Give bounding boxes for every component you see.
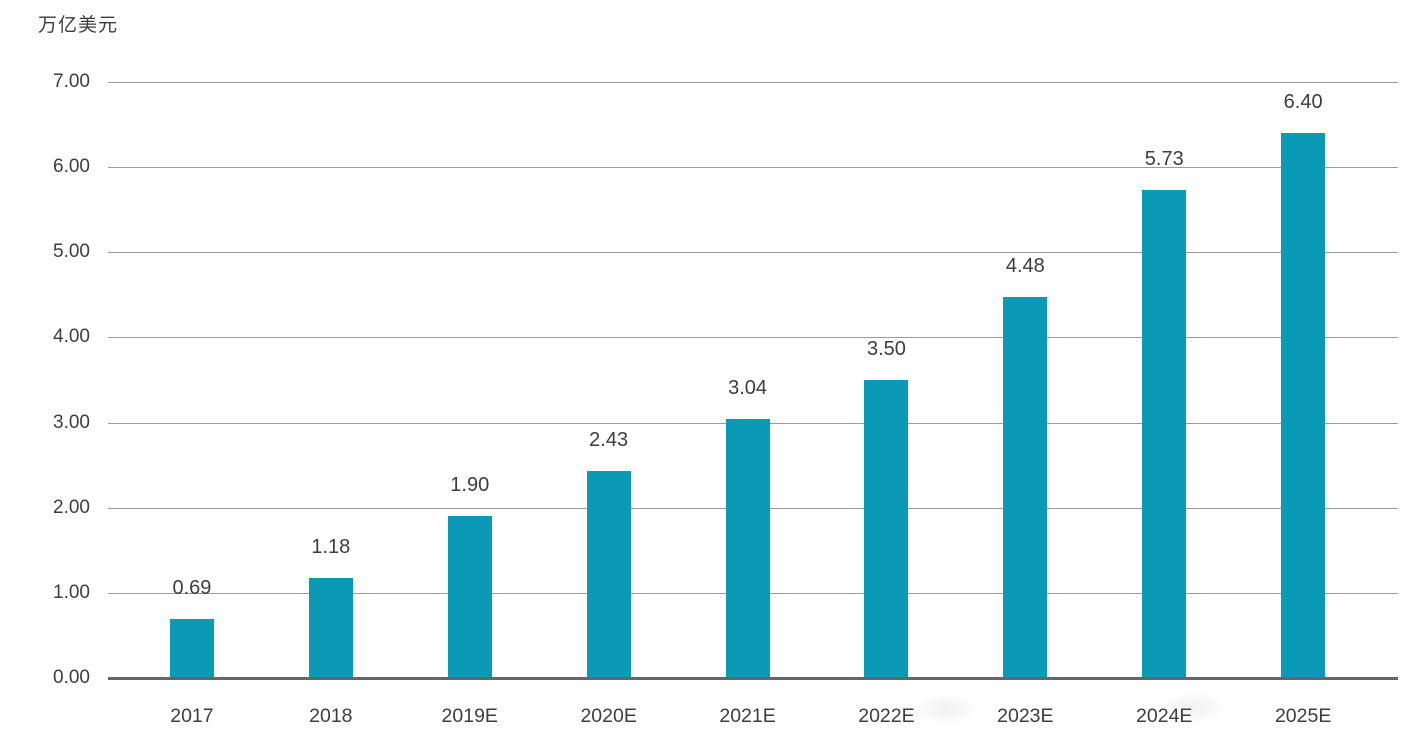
x-tick-label: 2021E: [719, 705, 776, 727]
value-label: 3.50: [866, 338, 906, 360]
y-tick-label: 5.00: [53, 241, 90, 263]
x-tick-label: 2019E: [441, 705, 498, 727]
y-tick-label: 0.00: [53, 667, 90, 688]
x-axis-line: [108, 676, 1398, 680]
value-label: 0.69: [172, 577, 212, 600]
x-tick-label: 2020E: [580, 705, 637, 727]
gridline: [108, 82, 1398, 83]
value-label: 5.73: [1144, 148, 1184, 171]
value-label: 2.43: [589, 429, 629, 452]
bar-2022E: [864, 380, 909, 678]
y-tick-label: 6.00: [53, 156, 90, 178]
x-tick-label: 2018: [309, 705, 353, 727]
value-label: 4.48: [1005, 254, 1045, 277]
value-label: 3.04: [728, 377, 768, 400]
x-tick-label: 2022E: [858, 705, 915, 727]
x-tick-label: 2023E: [997, 705, 1054, 727]
value-label: 6.40: [1283, 91, 1323, 114]
value-label: 1.18: [311, 535, 351, 558]
gridline: [108, 337, 1398, 339]
y-tick-label: 1.00: [53, 581, 90, 603]
x-tick-label: 2025E: [1274, 705, 1332, 727]
bar-2017: [169, 619, 214, 678]
bar-2021E: [725, 419, 770, 678]
bar-2019E: [447, 516, 492, 678]
x-tick-label: 2024E: [1136, 705, 1193, 727]
bar-2020E: [586, 471, 631, 678]
y-axis-unit-label: 万亿美元: [38, 15, 119, 36]
y-tick-label: 2.00: [53, 496, 90, 518]
x-tick-label: 2017: [170, 705, 214, 727]
bar-2024E: [1142, 190, 1187, 678]
bar-2025E: [1281, 133, 1326, 678]
gridline: [108, 167, 1398, 169]
y-tick-label: 4.00: [53, 326, 90, 348]
y-tick-label: 7.00: [53, 71, 90, 92]
y-tick-label: 3.00: [53, 411, 90, 433]
value-label: 1.90: [450, 474, 490, 497]
bar-2018: [308, 577, 353, 678]
gridline: [108, 252, 1398, 254]
bar-2023E: [1003, 296, 1048, 678]
